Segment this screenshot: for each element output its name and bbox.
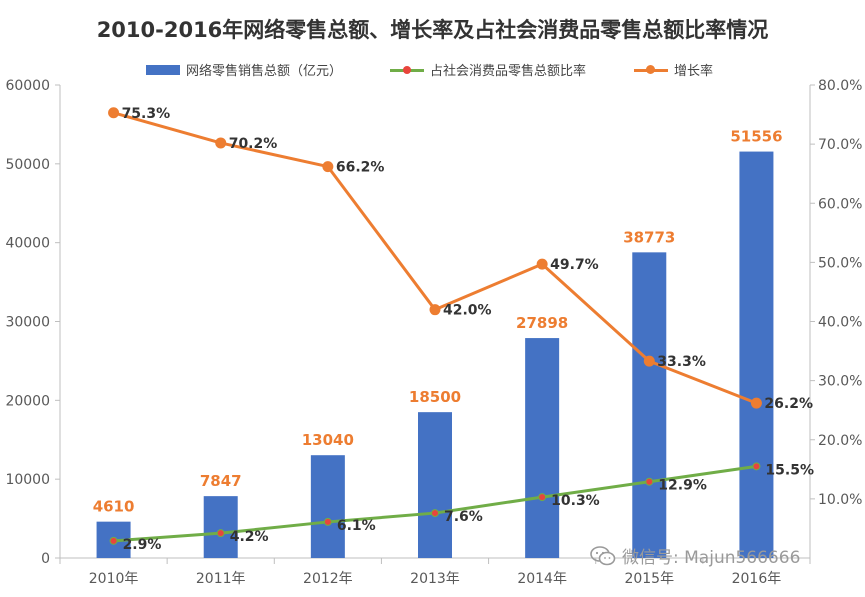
y-right-tick-label: 10.0% xyxy=(818,492,862,508)
growth-data-label: 42.0% xyxy=(443,303,492,319)
share-data-label: 6.1% xyxy=(337,518,376,534)
bar xyxy=(739,151,774,558)
legend-label-growth: 增长率 xyxy=(674,64,714,79)
y-left-tick-label: 10000 xyxy=(5,472,50,488)
legend-swatch-share xyxy=(390,65,425,75)
y-left-tick-label: 60000 xyxy=(5,78,50,94)
y-right-tick-label: 20.0% xyxy=(818,433,862,449)
bar-data-label: 18500 xyxy=(409,388,461,406)
share-point xyxy=(109,536,118,545)
growth-point xyxy=(750,397,762,409)
growth-point xyxy=(536,258,548,270)
x-tick-label: 2016年 xyxy=(732,571,782,587)
wechat-icon xyxy=(590,545,616,565)
legend-item-sales: 网络零售销售总额（亿元） xyxy=(146,60,342,79)
chart-legend: 网络零售销售总额（亿元） 占社会消费品零售总额比率 增长率 xyxy=(146,60,713,79)
share-point xyxy=(538,493,547,502)
y-right-tick-label: 70.0% xyxy=(818,137,862,153)
x-tick-label: 2014年 xyxy=(517,571,567,587)
chart-title: 2010-2016年网络零售总额、增长率及占社会消费品零售总额比率情况 xyxy=(96,18,769,42)
bar-data-label: 38773 xyxy=(623,228,675,246)
bar xyxy=(203,496,238,558)
growth-point xyxy=(322,161,334,173)
share-point xyxy=(752,462,761,471)
y-right-tick-label: 50.0% xyxy=(818,255,862,271)
share-point xyxy=(323,517,332,526)
y-left-tick-label: 20000 xyxy=(5,393,50,409)
legend-item-growth: 增长率 xyxy=(634,60,713,79)
share-point xyxy=(216,529,225,538)
y-left-tick-label: 40000 xyxy=(5,236,50,252)
growth-data-label: 75.3% xyxy=(122,106,171,122)
y-right-tick-label: 80.0% xyxy=(818,78,862,94)
share-data-label: 10.3% xyxy=(551,493,600,509)
share-data-label: 2.9% xyxy=(123,537,162,553)
legend-swatch-growth xyxy=(634,65,669,75)
growth-data-label: 70.2% xyxy=(229,136,278,152)
share-data-label: 7.6% xyxy=(444,509,483,525)
y-right-tick-label: 40.0% xyxy=(818,315,862,331)
bar-data-label: 4610 xyxy=(93,498,135,516)
growth-point xyxy=(108,107,120,119)
y-left-tick-label: 50000 xyxy=(5,157,50,173)
legend-item-share: 占社会消费品零售总额比率 xyxy=(390,60,586,79)
legend-label-share: 占社会消费品零售总额比率 xyxy=(430,64,587,79)
growth-data-label: 66.2% xyxy=(336,160,385,176)
x-tick-label: 2015年 xyxy=(624,571,674,587)
growth-point xyxy=(643,355,655,367)
legend-swatch-sales xyxy=(146,64,180,75)
legend-label-sales: 网络零售销售总额（亿元） xyxy=(186,64,343,79)
watermark: 微信号: Majun566666 xyxy=(590,543,800,568)
share-data-label: 12.9% xyxy=(658,478,707,494)
y-left-tick-label: 30000 xyxy=(5,315,50,331)
bar-data-label: 7847 xyxy=(200,472,242,490)
bar-data-label: 13040 xyxy=(302,431,354,449)
bar xyxy=(418,412,452,558)
bar xyxy=(310,455,345,558)
growth-data-label: 33.3% xyxy=(657,354,706,370)
growth-point xyxy=(215,137,227,149)
watermark-text: 微信号: Majun566666 xyxy=(622,548,801,568)
bar xyxy=(525,338,560,558)
share-point xyxy=(645,477,654,486)
bar-data-label: 51556 xyxy=(730,128,782,146)
share-point xyxy=(431,509,439,518)
bar-data-label: 27898 xyxy=(516,314,568,332)
y-right-tick-label: 30.0% xyxy=(818,374,862,390)
share-data-label: 4.2% xyxy=(230,529,269,545)
share-data-label: 15.5% xyxy=(765,462,814,478)
y-right-tick-label: 60.0% xyxy=(818,196,862,212)
x-tick-label: 2013年 xyxy=(410,571,460,587)
x-tick-label: 2010年 xyxy=(89,571,139,587)
x-tick-label: 2011年 xyxy=(196,571,246,587)
growth-data-label: 49.7% xyxy=(550,257,599,273)
growth-point xyxy=(429,304,441,316)
y-left-tick-label: 0 xyxy=(41,551,50,567)
x-tick-label: 2012年 xyxy=(303,571,353,587)
bar xyxy=(632,252,667,558)
growth-data-label: 26.2% xyxy=(764,396,813,412)
